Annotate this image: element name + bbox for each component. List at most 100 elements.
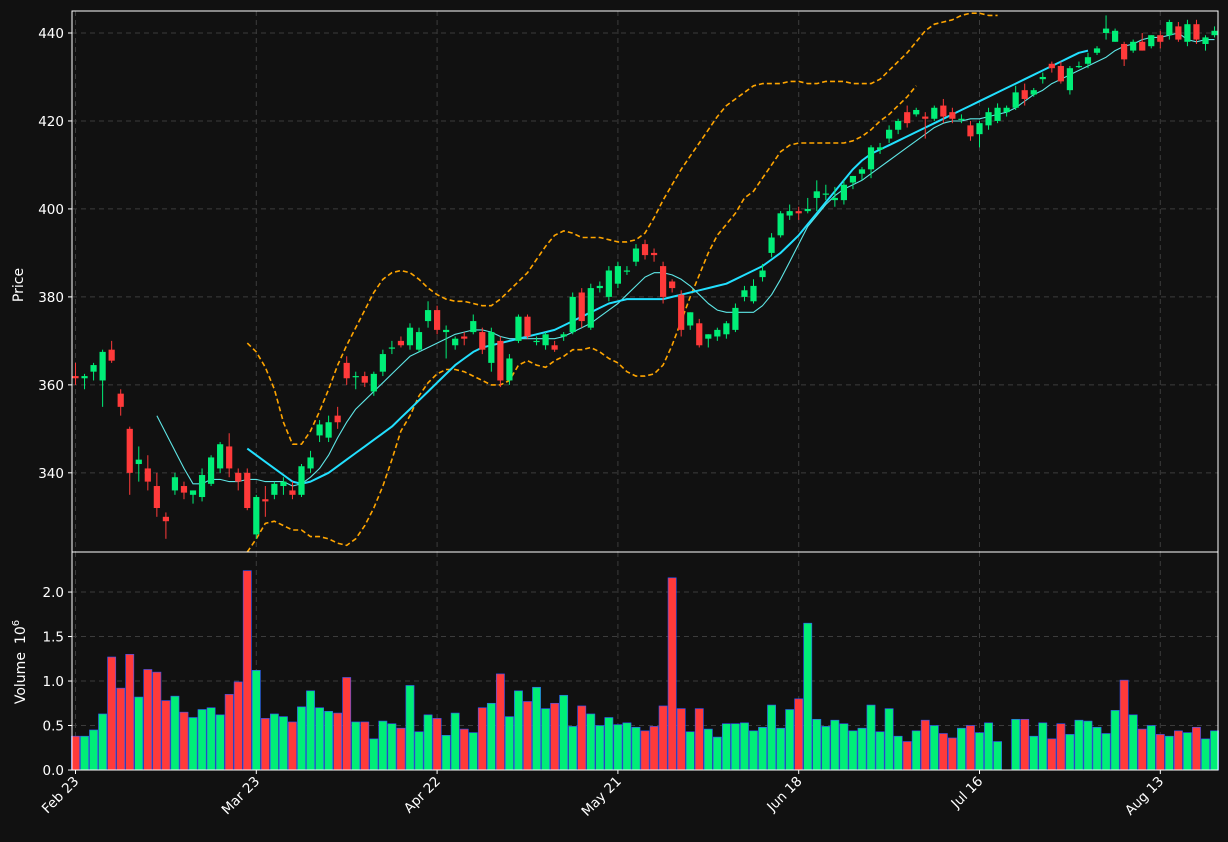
volume-bar [830, 719, 840, 771]
candle-body [397, 340, 405, 346]
candle [434, 305, 441, 335]
candle-body [895, 120, 902, 130]
candle-body [479, 332, 486, 350]
candle [144, 455, 151, 491]
volume-bar [721, 723, 731, 771]
candle [723, 321, 730, 339]
candle [117, 389, 124, 416]
candle-body [1202, 37, 1209, 44]
candle [1157, 30, 1164, 49]
candle [876, 142, 884, 154]
candle-body [135, 459, 142, 465]
candle [325, 415, 332, 443]
candle-body [741, 290, 748, 297]
candle-body [931, 107, 938, 119]
candle [189, 490, 197, 504]
candle [1130, 39, 1137, 53]
volume-panel-frame [71, 551, 1219, 771]
volume-bar [107, 656, 117, 771]
candle-body [768, 237, 775, 253]
candle [813, 180, 820, 212]
candle-body [1193, 24, 1200, 40]
candle [352, 371, 359, 390]
candle-body [352, 376, 359, 378]
candle [913, 107, 920, 117]
candle-body [1175, 26, 1182, 40]
candle [280, 477, 287, 495]
price-panel-grid [72, 11, 1218, 552]
volume-bar [405, 685, 415, 771]
candle [831, 186, 838, 207]
candle-body [361, 376, 368, 383]
candle-body [253, 497, 260, 535]
candle [90, 362, 97, 381]
volume-bar [550, 702, 560, 771]
volume-bar [1119, 679, 1129, 771]
volume-bar [1164, 735, 1174, 771]
candle-body [488, 332, 495, 363]
candle-body [1057, 65, 1064, 82]
candle-body [714, 329, 721, 337]
volume-bar [161, 700, 171, 771]
volume-bar [152, 671, 162, 771]
volume-bar [396, 727, 406, 771]
volume-bar [848, 730, 858, 771]
volume-bar [685, 731, 695, 771]
volume-bar [224, 694, 234, 771]
candle-body [1084, 57, 1092, 64]
candle [388, 340, 395, 355]
candle [1039, 72, 1046, 84]
volume-bar [568, 726, 578, 771]
volume-bar [803, 622, 813, 771]
candle [180, 481, 188, 500]
volume-bar [315, 707, 324, 771]
candle-body [578, 292, 585, 322]
candle-body [560, 334, 567, 337]
candle [361, 371, 368, 388]
candle [1021, 83, 1028, 106]
candle-body [1139, 41, 1146, 51]
candle [1066, 65, 1073, 95]
candle-body [1066, 68, 1073, 91]
candle [443, 325, 450, 359]
candle-body [1075, 65, 1083, 68]
candle-body [641, 244, 649, 256]
candle-body [804, 208, 811, 212]
volume-tick-label: 2.0 [43, 585, 64, 601]
bollinger-upper-line [246, 12, 998, 446]
volume-bar [414, 731, 424, 771]
volume-bar [125, 654, 135, 771]
candle-body [687, 312, 694, 326]
candle [542, 332, 549, 350]
volume-bar [486, 702, 496, 771]
candle-body [117, 393, 124, 407]
volume-bar [1183, 732, 1192, 771]
candle [479, 327, 486, 355]
candle-body [497, 340, 504, 381]
volume-bar [378, 720, 388, 771]
volume-bar [749, 730, 758, 771]
volume-bar [559, 694, 569, 771]
candle [171, 472, 179, 495]
candle [488, 327, 495, 372]
candle-body [461, 336, 468, 339]
volume-bar [893, 735, 903, 771]
volume-bar [1146, 725, 1156, 771]
candle [208, 455, 215, 487]
candle [1202, 35, 1209, 51]
candle-body [542, 334, 549, 346]
candle [777, 211, 784, 238]
volume-bar [595, 725, 605, 771]
candle-body [72, 376, 79, 379]
price-axis-label: Price [11, 268, 27, 302]
volume-axis-exponent-base: 10 [13, 626, 29, 644]
candle-body [99, 351, 106, 381]
volume-bar [966, 725, 975, 771]
candle [895, 118, 902, 135]
volume-bar [197, 709, 207, 771]
volume-bar [423, 714, 433, 771]
candle [705, 334, 712, 348]
